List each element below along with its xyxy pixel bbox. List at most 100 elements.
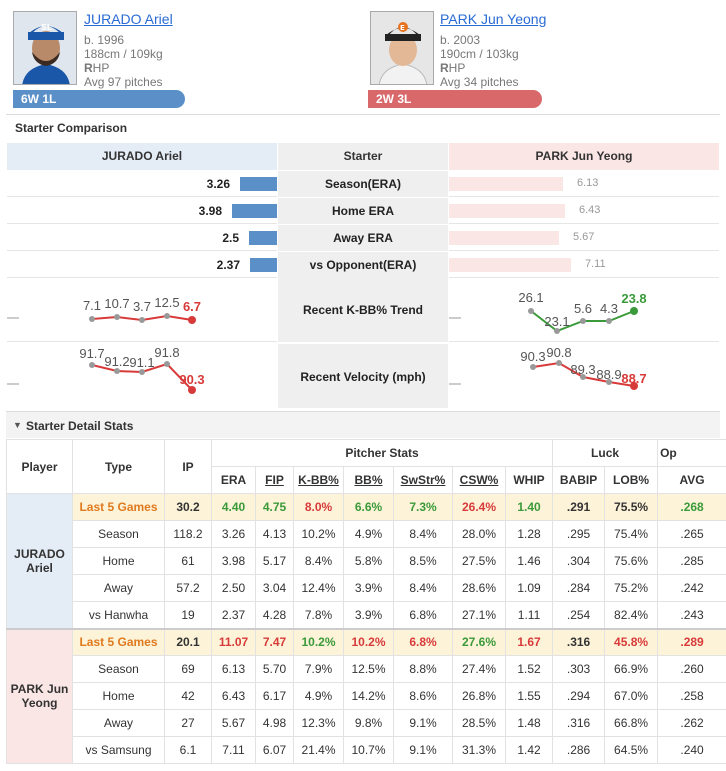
pitcher-size-left: 188cm / 109kg [84,47,163,61]
stat-cell: 75.2% [604,574,659,602]
stat-cell: 12.3% [293,709,344,737]
stat-cell: 10.2% [293,628,344,656]
col-header[interactable]: SwStr% [393,466,453,494]
stat-cell: 1.28 [504,520,554,548]
table-row: JURADO Ariel Last 5 Games 30.2 4.40 4.75 8.0%… [6,493,726,629]
era-right-cell: 6.13 [449,171,719,197]
stat-cell: 7.47 [255,628,294,656]
ip-cell: 19 [164,601,212,629]
stat-cell: 1.52 [504,655,554,683]
stat-cell: 66.8% [604,709,659,737]
stat-cell: 1.11 [504,601,554,629]
stat-cell: 64.5% [604,736,659,764]
record-bar-left: 6W 1L [13,90,185,108]
type-cell: Home [72,547,165,575]
trend-label: 4.3 [600,301,618,316]
team-logo-icon: SL [41,23,52,32]
type-cell: Season [72,655,165,683]
stat-cell: 5.67 [211,709,256,737]
stat-cell: 8.8% [393,655,453,683]
stat-cell: 1.42 [504,736,554,764]
stat-cell: 9.8% [343,709,394,737]
col-header: WHIP [504,466,554,494]
trend-point [554,328,560,334]
trend-point [530,364,536,370]
trend-point [630,307,638,315]
stat-cell: 3.9% [343,574,394,602]
table-row: Home 61 3.98 5.17 8.4% 5.8% 8.5% 27.5% 1.46.304 7… [7,547,726,575]
details-header[interactable]: ▼ Starter Detail Stats [6,411,720,438]
pitcher-name-right[interactable]: PARK Jun Yeong [440,11,547,27]
stat-cell: 9.1% [393,736,453,764]
table-row: PARK Jun Yeong Last 5 Games 20.1 11.07 7.47 1… [6,628,726,764]
stat-cell: 27.1% [452,601,506,629]
trend-label: 10.7 [104,296,129,311]
era-value-right: 6.43 [579,204,601,216]
starter-detail-table: Player Type IP Pitcher Stats Luck Op ERA… [6,439,726,764]
stat-cell: 75.4% [604,520,659,548]
stat-cell: .285 [657,547,726,575]
ip-cell: 57.2 [164,574,212,602]
trend-label: 6.7 [183,299,201,314]
col-header[interactable]: K-BB% [293,466,344,494]
stat-cell: 75.6% [604,547,659,575]
pitcher-avg-right: Avg 34 pitches [440,75,519,89]
velo-right-cell: 90.3 90.8 89.3 88.9 88.7 [449,344,719,408]
table-row: Season 118.2 3.26 4.13 10.2% 4.9% 8.4% 28.0% 1.2… [7,520,726,548]
stat-cell: 8.4% [293,547,344,575]
pitcher-name-left[interactable]: JURADO Ariel [84,11,173,27]
type-cell: Away [72,709,165,737]
comparison-header-right: PARK Jun Yeong [449,143,719,170]
stat-cell: .289 [657,628,726,656]
stat-cell: 26.4% [452,493,506,521]
stat-cell: 7.11 [211,736,256,764]
trend-label: 89.3 [570,362,595,377]
col-header[interactable]: CSW% [452,466,506,494]
comparison-header-mid: Starter [278,143,448,170]
type-cell: Last 5 Games [72,493,165,521]
stat-cell: 4.75 [255,493,294,521]
stat-cell: 8.4% [393,574,453,602]
stat-cell: 8.0% [293,493,344,521]
stat-cell: 21.4% [293,736,344,764]
stat-cell: .243 [657,601,726,629]
stat-cell: .286 [552,736,606,764]
kbb-trend-label: Recent K-BB% Trend [278,278,448,342]
stat-cell: 7.9% [293,655,344,683]
stat-cell: 6.6% [343,493,394,521]
trend-point [89,316,95,322]
stat-cell: 5.70 [255,655,294,683]
col-header: AVG [657,466,726,494]
trend-point [164,361,170,367]
stat-cell: 1.40 [504,493,554,521]
stat-cell: .265 [657,520,726,548]
era-bar-right [449,231,559,245]
stat-cell: 4.13 [255,520,294,548]
era-bar-left [250,258,277,272]
trend-label: 90.3 [520,349,545,364]
col-header[interactable]: FIP [255,466,294,494]
pitcher-photo-right: E [370,11,434,85]
stat-cell: 6.17 [255,682,294,710]
stat-cell: 12.5% [343,655,394,683]
era-bar-right [449,204,565,218]
trend-label: 23.8 [621,291,646,306]
stat-cell: 6.8% [393,628,453,656]
pitcher-hand-left: RHP [84,61,110,75]
col-player: Player [6,439,73,494]
stat-cell: 1.09 [504,574,554,602]
stat-cell: .304 [552,547,606,575]
collapse-triangle-icon[interactable]: ▼ [13,420,22,430]
velo-left-cell: 91.7 91.2 91.1 91.8 90.3 [7,344,277,408]
ip-cell: 20.1 [164,628,212,656]
comparison-title: Starter Comparison [15,121,128,135]
col-header[interactable]: BB% [343,466,394,494]
trend-point [139,317,145,323]
ip-cell: 61 [164,547,212,575]
stat-cell: 7.8% [293,601,344,629]
stat-cell: 7.3% [393,493,453,521]
trend-label: 91.8 [154,345,179,360]
era-value-left: 3.26 [206,177,230,191]
trend-point [606,379,612,385]
era-bar-left [232,204,277,218]
